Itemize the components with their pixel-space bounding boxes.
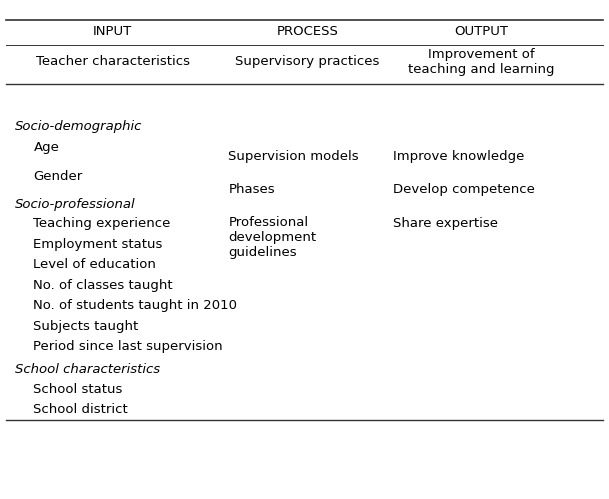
Text: Subjects taught: Subjects taught [33, 320, 139, 333]
Text: Period since last supervision: Period since last supervision [33, 340, 223, 353]
Text: Socio-professional: Socio-professional [15, 198, 136, 211]
Text: Share expertise: Share expertise [393, 217, 498, 230]
Text: School district: School district [33, 403, 128, 416]
Text: Socio-demographic: Socio-demographic [15, 120, 143, 133]
Text: Teaching experience: Teaching experience [33, 217, 171, 230]
Text: Supervision models: Supervision models [228, 150, 359, 163]
Text: School status: School status [33, 383, 123, 396]
Text: Employment status: Employment status [33, 238, 163, 251]
Text: Improvement of
teaching and learning: Improvement of teaching and learning [408, 48, 554, 76]
Text: Supervisory practices: Supervisory practices [235, 55, 380, 68]
Text: Age: Age [33, 141, 59, 154]
Text: Teacher characteristics: Teacher characteristics [36, 55, 189, 68]
Text: No. of classes taught: No. of classes taught [33, 279, 173, 292]
Text: Phases: Phases [228, 183, 275, 196]
Text: School characteristics: School characteristics [15, 363, 160, 376]
Text: Level of education: Level of education [33, 258, 157, 271]
Text: No. of students taught in 2010: No. of students taught in 2010 [33, 299, 238, 312]
Text: Develop competence: Develop competence [393, 183, 535, 196]
Text: PROCESS: PROCESS [276, 25, 339, 38]
Text: Professional
development
guidelines: Professional development guidelines [228, 216, 317, 259]
Text: Gender: Gender [33, 170, 83, 183]
Text: OUTPUT: OUTPUT [454, 25, 508, 38]
Text: INPUT: INPUT [93, 25, 132, 38]
Text: Improve knowledge: Improve knowledge [393, 150, 524, 163]
